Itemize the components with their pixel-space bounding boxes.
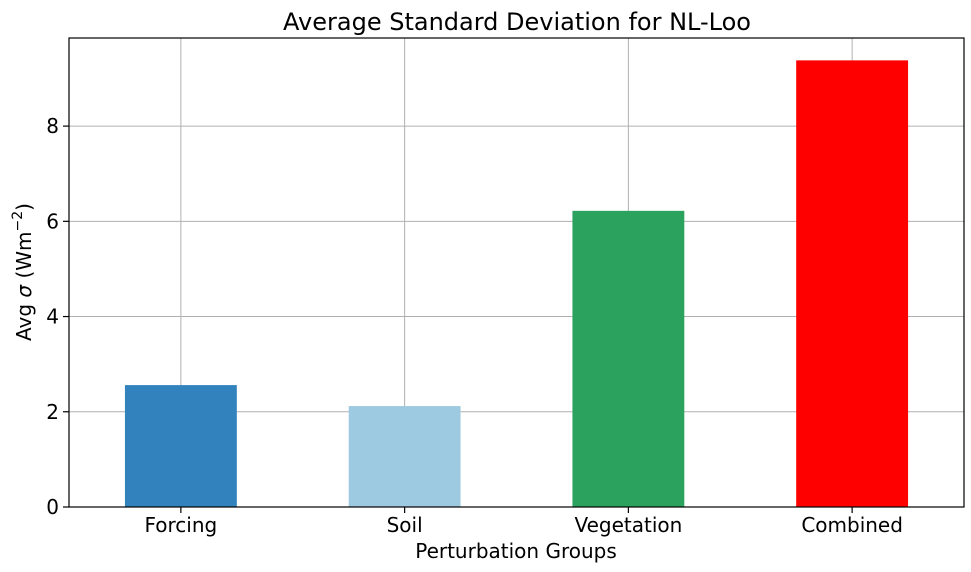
x-tick-label-combined: Combined <box>801 513 903 537</box>
x-tick-label-soil: Soil <box>387 513 423 537</box>
y-axis-label-unit: (Wm <box>12 231 36 284</box>
x-tick-label-vegetation: Vegetation <box>574 513 682 537</box>
y-axis-label-prefix: Avg <box>12 298 36 341</box>
plot-frame <box>68 37 965 508</box>
x-axis-ticks: Forcing Soil Vegetation Combined <box>145 507 903 537</box>
y-tick-label-4: 8 <box>46 114 59 138</box>
y-tick-label-3: 6 <box>46 209 59 233</box>
bar-vegetation <box>572 210 685 507</box>
bar-forcing <box>124 385 237 507</box>
bars <box>124 60 909 507</box>
chart-title: Average Standard Deviation for NL-Loo <box>283 8 751 36</box>
y-tick-label-1: 2 <box>46 400 59 424</box>
bar-combined <box>796 60 909 507</box>
y-axis-label-symbol: σ <box>12 284 36 298</box>
y-tick-label-0: 0 <box>46 495 59 519</box>
y-axis-ticks: 0 2 4 6 8 <box>46 114 69 519</box>
y-axis-label-exponent: −2 <box>10 211 26 232</box>
x-axis-label: Perturbation Groups <box>415 539 617 563</box>
x-tick-label-forcing: Forcing <box>145 513 218 537</box>
y-axis-label: Avg σ (Wm−2) <box>10 203 36 341</box>
y-tick-label-2: 4 <box>46 305 59 329</box>
bar-soil <box>348 406 461 507</box>
y-axis-label-close: ) <box>12 203 36 211</box>
